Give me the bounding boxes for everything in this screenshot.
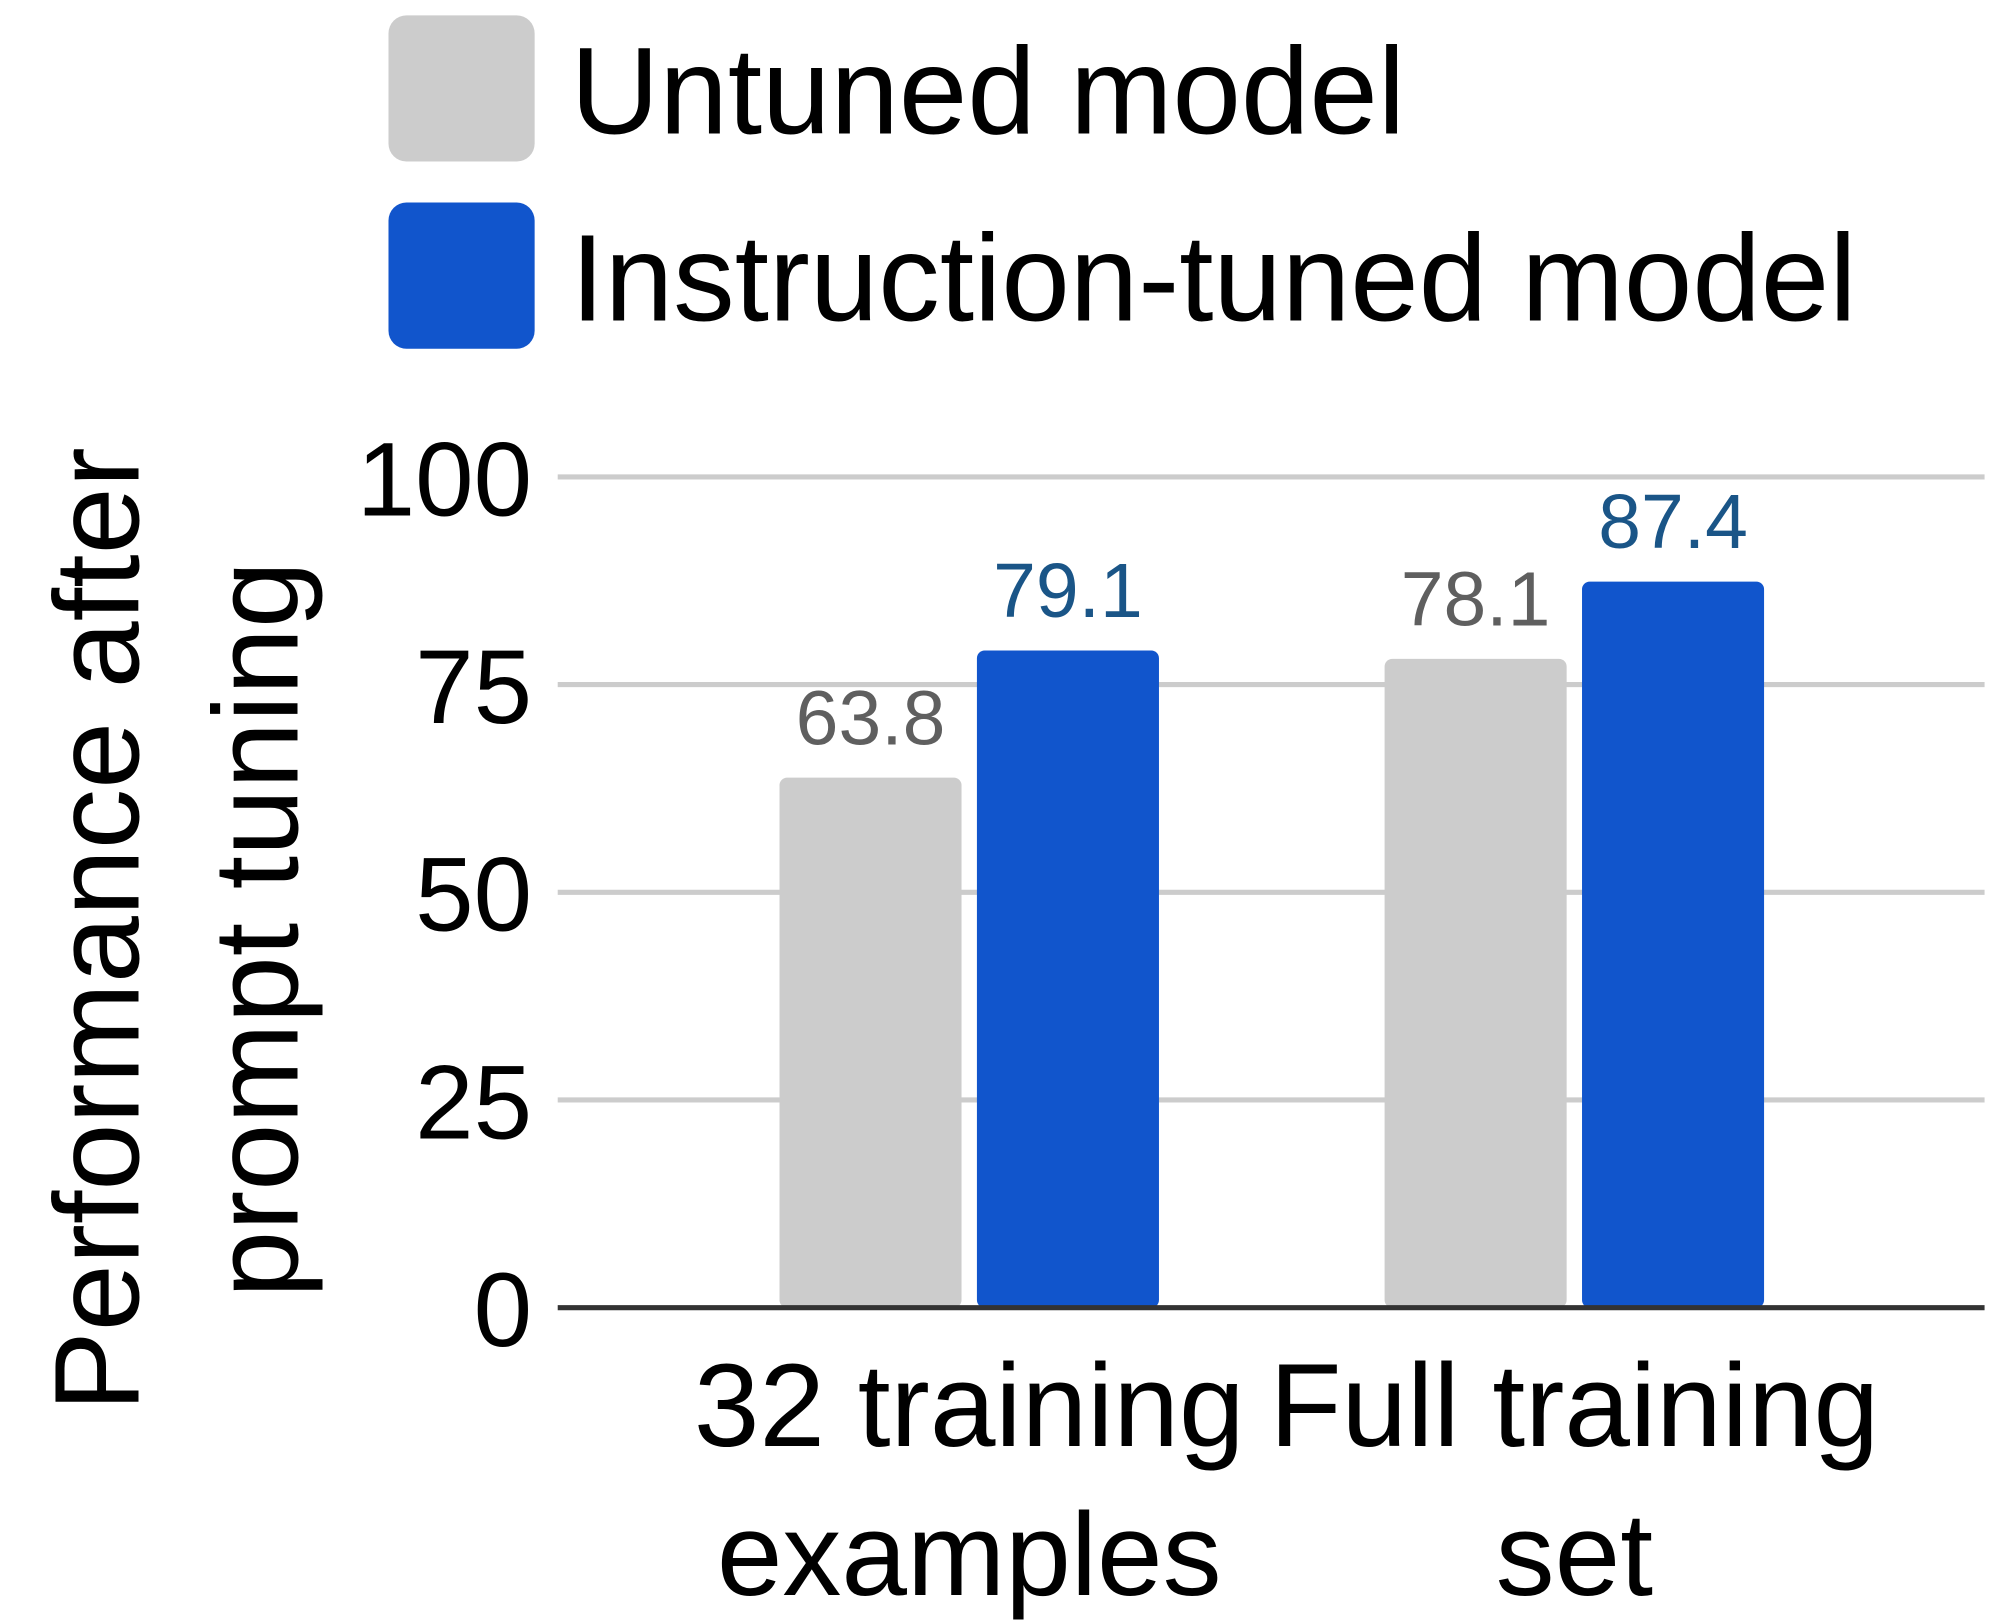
legend-label: Untuned model: [571, 23, 1406, 160]
legend-swatch: [388, 15, 535, 162]
y-tick-label: 0: [474, 1252, 532, 1369]
y-tick-label: 100: [357, 421, 532, 538]
y-tick-label: 25: [415, 1044, 532, 1161]
value-label: 63.8: [796, 675, 946, 761]
y-axis-title: Performance after prompt tuning: [30, 447, 324, 1411]
value-label: 79.1: [993, 548, 1143, 634]
value-label: 78.1: [1401, 556, 1551, 642]
legend-swatch: [388, 202, 535, 349]
x-tick-label: Full training set: [1270, 1339, 1880, 1620]
bar: [1582, 581, 1765, 1308]
y-tick-label: 75: [415, 629, 532, 746]
x-tick-label: 32 training examples: [694, 1339, 1245, 1620]
bar: [1384, 658, 1567, 1308]
bar: [976, 650, 1159, 1308]
y-tick-label: 50: [415, 837, 532, 954]
bar: [779, 777, 962, 1308]
legend-label: Instruction-tuned model: [571, 210, 1857, 347]
value-label: 87.4: [1598, 479, 1748, 565]
